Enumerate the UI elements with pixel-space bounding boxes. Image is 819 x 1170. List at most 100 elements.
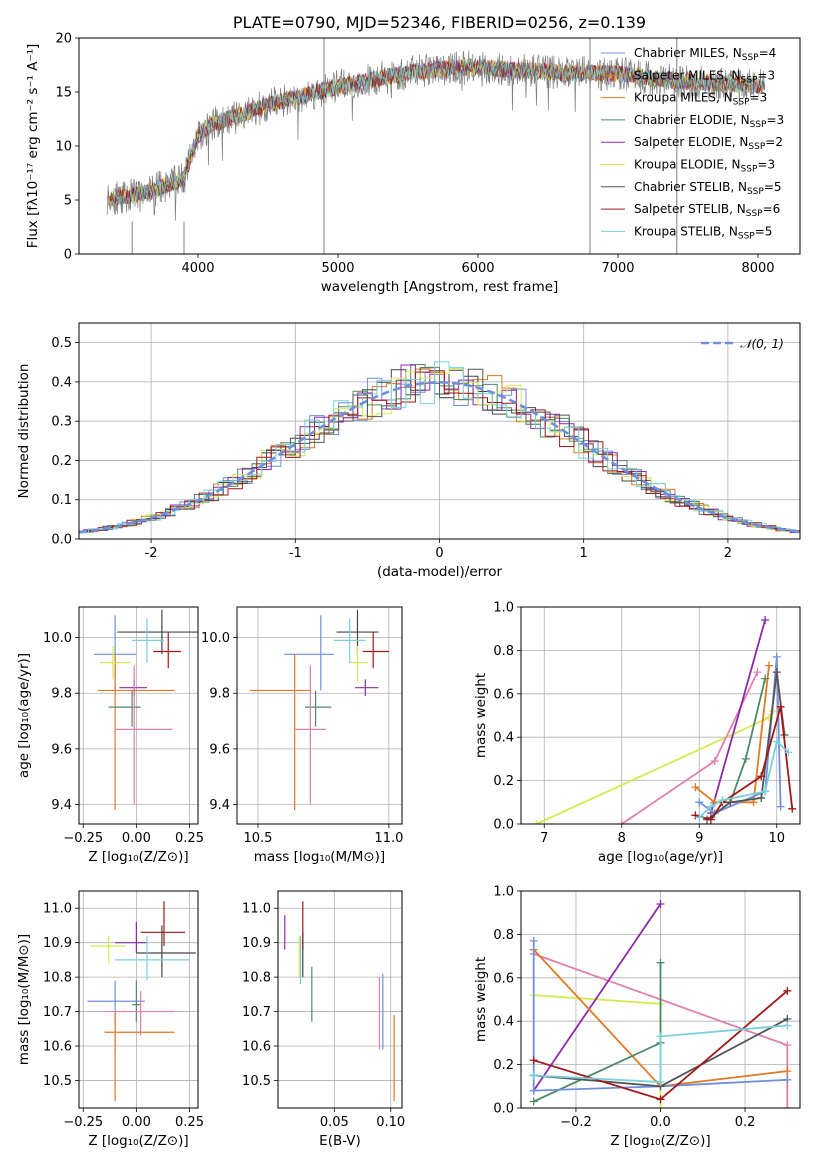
axes-frame <box>236 606 403 825</box>
plus-marker <box>695 798 704 807</box>
histogram-step-line <box>79 361 800 534</box>
error-bar <box>333 618 366 663</box>
x-tick-label: 7000 <box>601 261 634 276</box>
mass-weight-line <box>536 710 774 824</box>
y-tick-label: 0.5 <box>51 336 72 351</box>
plus-marker <box>529 1071 538 1080</box>
mass-weight-line <box>698 739 790 819</box>
x-tick-label: 7 <box>540 831 548 846</box>
error-bar <box>108 690 141 727</box>
x-axis-label: Z [log₁₀(Z/Z⊙)] <box>88 849 188 865</box>
error-bar <box>349 645 368 683</box>
plot-area <box>284 901 395 1102</box>
chart-title: PLATE=0790, MJD=52346, FIBERID=0256, z=0… <box>233 13 646 32</box>
plus-marker <box>788 804 797 813</box>
error-bar <box>98 654 175 811</box>
axes-frame <box>520 890 801 1109</box>
spectrum-panel: 4000 5000 6000 7000 8000 0 5 10 15 20 wavelength [… <box>25 13 801 295</box>
plus-marker <box>765 661 773 670</box>
y-tick-label: 10.9 <box>242 936 271 951</box>
x-tick-label: 0.10 <box>376 1115 405 1130</box>
x-tick-label: 0.00 <box>122 1115 151 1130</box>
plus-marker <box>772 668 781 677</box>
mass-weight-line <box>532 940 788 1092</box>
error-bar <box>362 632 389 669</box>
y-tick-label: 0.2 <box>493 1058 514 1073</box>
plus-marker <box>656 900 665 909</box>
plot-area <box>79 361 800 535</box>
y-axis-label: age [log₁₀(age/yr)] <box>16 653 32 778</box>
legend: 𝒩(0, 1) <box>701 337 784 351</box>
error-bar <box>136 925 196 978</box>
y-tick-label: 9.6 <box>51 742 72 757</box>
error-bar <box>104 990 175 1036</box>
mass-weight-line <box>532 903 662 1092</box>
y-tick-label: 0.6 <box>493 971 514 986</box>
plus-marker <box>656 1077 665 1086</box>
y-tick-label: 11.0 <box>43 902 72 917</box>
plus-marker <box>710 757 719 766</box>
model-fit-line <box>109 59 765 206</box>
legend-label: Kroupa ELODIE, NSSP=3 <box>634 158 775 175</box>
plus-marker <box>656 1095 665 1104</box>
plus-marker <box>776 702 785 711</box>
x-tick-label: 10.5 <box>243 831 272 846</box>
error-bar <box>117 609 198 655</box>
axes-frame <box>78 890 199 1109</box>
legend-label: 𝒩(0, 1) <box>740 337 784 351</box>
y-tick-label: 10.5 <box>242 1074 271 1089</box>
plus-marker <box>783 1104 792 1108</box>
weight-vs-age-panel: 7 8 9 10 0.0 0.2 0.4 0.6 0.8 1.0 age [log₁₀(age/yr… <box>473 601 801 865</box>
x-tick-label: 0 <box>435 546 443 561</box>
x-axis-label: mass [log₁₀(M/M⊙)] <box>254 849 385 865</box>
y-tick-label: 9.4 <box>51 798 72 813</box>
grid <box>278 891 402 1108</box>
y-tick-label: 0.4 <box>493 1015 514 1030</box>
y-tick-label: 9.8 <box>209 687 230 702</box>
legend-label: Salpeter STELIB, NSSP=6 <box>634 202 780 219</box>
x-tick-label: 6000 <box>461 261 494 276</box>
plus-marker <box>529 1086 538 1095</box>
y-tick-label: 10.8 <box>242 971 271 986</box>
plus-marker <box>656 1032 665 1041</box>
x-tick-label: 5000 <box>321 261 354 276</box>
model-fit-line <box>110 58 766 206</box>
plot-area <box>87 901 196 1102</box>
age-vs-z-panel: −0.25 0.00 0.25 9.4 9.6 9.8 10.0 Z [log₁₀(Z/Z⊙)… <box>16 606 204 865</box>
histogram-step-line <box>79 368 800 534</box>
error-bar <box>100 645 130 680</box>
legend-label: Chabrier MILES, NSSP=4 <box>634 46 776 63</box>
mass-weight-line <box>533 1024 788 1083</box>
plus-marker <box>695 813 704 822</box>
plus-marker <box>617 820 626 824</box>
grid <box>79 607 198 824</box>
y-tick-label: 10.6 <box>242 1040 271 1055</box>
y-tick-label: 10.5 <box>43 1074 72 1089</box>
x-axis-label: Z [log₁₀(Z/Z⊙)] <box>610 1133 710 1149</box>
error-bar <box>115 935 190 981</box>
x-tick-label: 0.00 <box>122 831 151 846</box>
x-axis-label: Z [log₁₀(Z/Z⊙)] <box>88 1133 188 1149</box>
mass-weight-line <box>710 619 766 814</box>
x-tick-label: 0.25 <box>175 1115 204 1130</box>
plus-marker <box>757 793 766 802</box>
y-tick-label: 1.0 <box>493 601 514 616</box>
grid <box>237 607 402 824</box>
axes-frame <box>520 606 801 825</box>
grid <box>79 891 198 1108</box>
mass-vs-z-panel: −0.25 0.00 0.25 10.5 10.6 10.7 10.8 10.9 11.0 Z [… <box>16 890 204 1149</box>
x-tick-label: 0.05 <box>320 1115 349 1130</box>
plot-area <box>529 900 792 1108</box>
legend-label: Kroupa STELIB, NSSP=5 <box>634 224 772 241</box>
plot-area <box>106 38 766 254</box>
axes-frame <box>78 322 801 540</box>
plus-marker <box>783 1075 792 1084</box>
y-tick-label: 10.7 <box>43 1005 72 1020</box>
y-tick-label: 0.8 <box>493 644 514 659</box>
x-tick-label: −0.2 <box>560 1115 592 1130</box>
error-bar <box>132 618 164 663</box>
x-tick-label: 8 <box>618 831 626 846</box>
plus-marker <box>529 936 538 945</box>
plus-marker <box>726 798 735 807</box>
plus-marker <box>783 1021 792 1030</box>
